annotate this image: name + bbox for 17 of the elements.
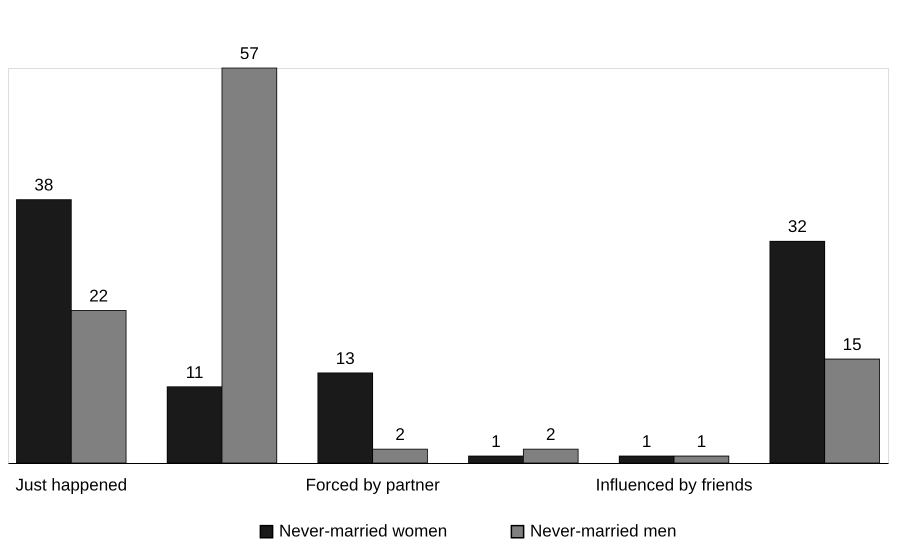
legend-label: Never-married women bbox=[279, 522, 448, 541]
data-label: 15 bbox=[842, 335, 862, 354]
data-label: 57 bbox=[240, 44, 259, 63]
x-tick-label: Forced by partner bbox=[306, 476, 440, 494]
data-label: 1 bbox=[491, 432, 501, 452]
data-label: 1 bbox=[642, 432, 652, 452]
data-label: 11 bbox=[186, 362, 204, 382]
data-label: 32 bbox=[788, 217, 807, 236]
data-label: 13 bbox=[336, 348, 355, 368]
data-label: 1 bbox=[696, 432, 706, 452]
data-label: 38 bbox=[34, 176, 54, 195]
x-tick-label: Just happened bbox=[16, 476, 128, 494]
data-label: 2 bbox=[395, 425, 405, 444]
x-tick-label: Influenced by friends bbox=[596, 476, 752, 494]
data-label: 22 bbox=[89, 286, 108, 306]
data-label: 2 bbox=[546, 425, 556, 444]
legend-label: Never-married men bbox=[530, 522, 676, 541]
